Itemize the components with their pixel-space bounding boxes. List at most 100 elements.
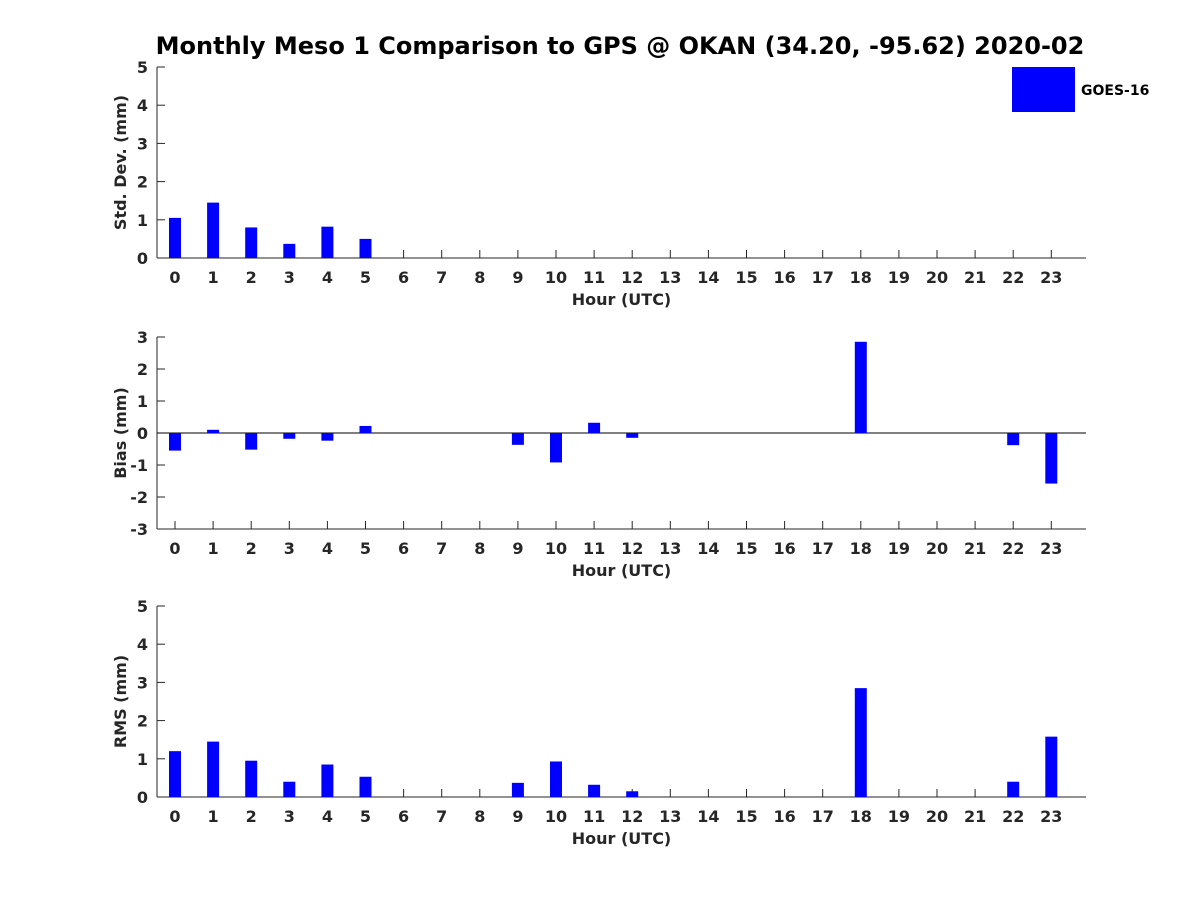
rms-x-tick-label: 13 — [659, 807, 681, 826]
rms-x-tick-label: 18 — [850, 807, 872, 826]
rms-x-tick-label: 2 — [246, 807, 257, 826]
bias-y-tick-label: -2 — [130, 488, 148, 507]
bias-bar — [1045, 433, 1058, 484]
std-dev-x-tick-label: 6 — [398, 268, 409, 287]
std-dev-bar — [359, 238, 372, 258]
rms-bar — [321, 764, 334, 797]
bias-x-tick-label: 23 — [1040, 539, 1062, 558]
rms-x-tick-label: 23 — [1040, 807, 1062, 826]
std-dev-x-tick-label: 5 — [360, 268, 371, 287]
bias-x-tick-label: 7 — [436, 539, 447, 558]
rms-y-tick-label: 3 — [137, 673, 148, 692]
legend: GOES-16 — [1012, 67, 1149, 112]
rms-x-tick-label: 16 — [773, 807, 795, 826]
rms-x-tick-label: 10 — [545, 807, 567, 826]
std-dev-x-tick-label: 12 — [621, 268, 643, 287]
rms-x-tick-label: 11 — [583, 807, 605, 826]
bias-x-tick-label: 17 — [812, 539, 834, 558]
bias-x-axis-label: Hour (UTC) — [572, 561, 672, 580]
std-dev-x-tick-label: 13 — [659, 268, 681, 287]
bias-x-tick-label: 0 — [169, 539, 180, 558]
rms-x-tick-label: 8 — [474, 807, 485, 826]
bias-x-tick-label: 1 — [208, 539, 219, 558]
rms-x-tick-label: 5 — [360, 807, 371, 826]
rms-bar — [550, 761, 562, 797]
bias-x-tick-label: 22 — [1002, 539, 1024, 558]
std-dev-x-tick-label: 18 — [850, 268, 872, 287]
rms-x-tick-label: 3 — [284, 807, 295, 826]
rms-bar — [207, 741, 220, 797]
std-dev-x-axis-label: Hour (UTC) — [572, 290, 672, 309]
rms-y-tick-label: 4 — [137, 635, 148, 654]
std-dev-x-tick-label: 0 — [169, 268, 180, 287]
bias-bar — [321, 433, 334, 441]
bias-x-tick-label: 10 — [545, 539, 567, 558]
rms-y-tick-label: 2 — [137, 712, 148, 731]
bias-bar — [207, 429, 220, 433]
rms-x-tick-label: 20 — [926, 807, 948, 826]
std-dev-bar — [283, 243, 296, 258]
rms-x-tick-label: 4 — [322, 807, 333, 826]
rms-bar — [283, 781, 296, 797]
std-dev-x-tick-label: 14 — [697, 268, 719, 287]
bias-y-tick-label: 3 — [137, 328, 148, 347]
bias-bar — [359, 425, 372, 433]
rms-y-tick-label: 0 — [137, 788, 148, 807]
std-dev-x-tick-label: 16 — [773, 268, 795, 287]
rms-x-tick-label: 12 — [621, 807, 643, 826]
std-dev-x-tick-label: 15 — [735, 268, 757, 287]
std-dev-y-tick-label: 5 — [137, 58, 148, 77]
legend-label-goes-16: GOES-16 — [1081, 83, 1149, 99]
std-dev-x-tick-label: 1 — [208, 268, 219, 287]
bias-y-tick-label: -1 — [130, 456, 148, 475]
bias-x-tick-label: 21 — [964, 539, 986, 558]
rms-bar — [511, 782, 524, 797]
rms-bar — [1007, 781, 1020, 797]
bias-bar — [626, 433, 639, 438]
bias-bar — [550, 433, 562, 463]
bias-x-tick-label: 19 — [888, 539, 910, 558]
std-dev-y-tick-label: 4 — [137, 96, 148, 115]
bias-x-tick-label: 3 — [284, 539, 295, 558]
std-dev-x-tick-label: 19 — [888, 268, 910, 287]
std-dev-x-tick-label: 8 — [474, 268, 485, 287]
rms-x-axis-label: Hour (UTC) — [572, 829, 672, 848]
rms-x-tick-label: 9 — [512, 807, 523, 826]
legend-swatch — [1012, 67, 1075, 112]
std-dev-y-tick-label: 2 — [137, 173, 148, 192]
rms-bar — [245, 760, 258, 797]
chart-title: Monthly Meso 1 Comparison to GPS @ OKAN … — [156, 32, 1085, 60]
rms-bar — [626, 791, 639, 797]
std-dev-x-tick-label: 17 — [812, 268, 834, 287]
rms-x-tick-label: 21 — [964, 807, 986, 826]
rms-bar — [169, 751, 181, 797]
std-dev-bar — [245, 227, 258, 258]
rms-x-tick-label: 17 — [812, 807, 834, 826]
std-dev-x-tick-label: 20 — [926, 268, 948, 287]
std-dev-x-tick-label: 22 — [1002, 268, 1024, 287]
bias-bar — [283, 433, 296, 439]
std-dev-bar — [169, 217, 181, 258]
bias-y-tick-label: -3 — [130, 520, 148, 539]
bias-bar — [169, 433, 181, 451]
bias-bar — [588, 422, 601, 433]
rms-bar — [359, 776, 372, 797]
rms-x-tick-label: 19 — [888, 807, 910, 826]
rms-x-tick-label: 6 — [398, 807, 409, 826]
std-dev-x-tick-label: 9 — [512, 268, 523, 287]
std-dev-x-tick-label: 10 — [545, 268, 567, 287]
bias-x-tick-label: 16 — [773, 539, 795, 558]
rms-x-tick-label: 0 — [169, 807, 180, 826]
bias-x-tick-label: 12 — [621, 539, 643, 558]
std-dev-y-tick-label: 0 — [137, 249, 148, 268]
bias-y-tick-label: 2 — [137, 360, 148, 379]
std-dev-y-tick-label: 1 — [137, 211, 148, 230]
std-dev-x-tick-label: 23 — [1040, 268, 1062, 287]
std-dev-y-tick-label: 3 — [137, 134, 148, 153]
rms-x-tick-label: 14 — [697, 807, 719, 826]
bias-bar — [245, 433, 258, 450]
bias-x-tick-label: 13 — [659, 539, 681, 558]
